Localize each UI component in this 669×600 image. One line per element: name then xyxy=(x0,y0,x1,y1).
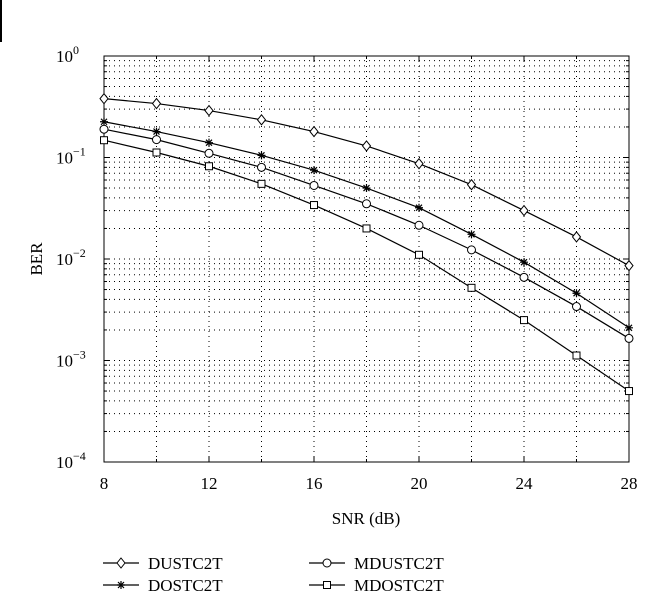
square-marker xyxy=(572,351,581,360)
diamond-marker xyxy=(151,97,162,110)
y-axis-label: BER xyxy=(27,242,46,276)
star-marker xyxy=(572,289,581,298)
series-line-dustc2t xyxy=(103,98,630,267)
circle-marker xyxy=(519,272,529,282)
circle-marker xyxy=(624,333,634,343)
diamond-marker xyxy=(414,157,424,170)
circle-marker xyxy=(204,148,214,158)
circle-marker xyxy=(257,162,266,172)
series-mdostc2t xyxy=(100,136,633,396)
square-marker xyxy=(323,581,331,589)
y-tick-base: 10 xyxy=(56,47,73,66)
x-tick-label: 8 xyxy=(100,474,109,493)
square-marker xyxy=(152,148,161,157)
x-tick-label: 28 xyxy=(621,474,638,493)
square-marker xyxy=(205,162,213,171)
y-tick-base: 10 xyxy=(56,453,73,472)
legend-item-mdostc2t: MDOSTC2T xyxy=(309,576,444,595)
legend-item-dostc2t: DOSTC2T xyxy=(103,576,223,595)
circle-marker xyxy=(414,220,424,230)
square-marker xyxy=(100,136,108,145)
y-tick-exponent: −1 xyxy=(73,145,86,159)
diamond-marker xyxy=(466,178,477,191)
y-tick-base: 10 xyxy=(56,250,73,269)
legend-label: DUSTC2T xyxy=(148,554,223,573)
y-tick-exponent: −3 xyxy=(73,348,86,362)
legend-label: MDUSTC2T xyxy=(354,554,444,573)
y-tick-exponent: 0 xyxy=(73,43,79,57)
legend: DUSTC2T DOSTC2T MDUSTC2T MDOSTC2T xyxy=(103,554,444,595)
legend-item-mdustc2t: MDUSTC2T xyxy=(309,554,444,573)
diamond-marker xyxy=(204,104,214,117)
circle-marker xyxy=(467,245,476,255)
square-marker xyxy=(362,224,371,233)
y-tick-exponent: −2 xyxy=(73,246,86,260)
circle-marker xyxy=(572,302,581,312)
x-axis-label: SNR (dB) xyxy=(332,509,400,528)
circle-marker xyxy=(309,180,319,190)
star-marker xyxy=(257,151,266,160)
diamond-marker xyxy=(519,204,529,217)
star-marker xyxy=(100,117,108,126)
series-mdustc2t xyxy=(99,124,634,343)
legend-label: MDOSTC2T xyxy=(354,576,444,595)
y-tick-exponent: −4 xyxy=(73,449,86,463)
circle-marker xyxy=(322,558,332,568)
series-line-mdustc2t xyxy=(103,128,630,339)
circle-marker xyxy=(99,124,109,134)
series-line-mdostc2t xyxy=(103,139,630,392)
y-tick-label: 10−4 xyxy=(56,449,86,472)
star-marker xyxy=(310,166,318,175)
diamond-marker xyxy=(309,125,319,138)
x-tick-label: 16 xyxy=(306,474,323,493)
y-tick-label: 10−3 xyxy=(56,348,86,371)
x-tick-label: 20 xyxy=(411,474,428,493)
y-tick-label: 10−2 xyxy=(56,246,86,269)
x-tick-label: 12 xyxy=(201,474,218,493)
diamond-marker xyxy=(116,557,126,569)
legend-item-dustc2t: DUSTC2T xyxy=(103,554,223,573)
square-marker xyxy=(415,250,423,259)
series-dostc2t xyxy=(100,117,633,332)
circle-marker xyxy=(152,135,161,145)
edge-mark xyxy=(0,0,2,42)
star-marker xyxy=(467,230,476,239)
circle-marker xyxy=(362,199,371,209)
star-marker xyxy=(152,127,161,136)
series-layer xyxy=(99,92,634,396)
square-marker xyxy=(625,387,633,396)
x-tick-labels: 8 12 16 20 24 28 xyxy=(100,474,638,493)
series-dustc2t xyxy=(99,92,634,272)
diamond-marker xyxy=(571,231,582,243)
square-marker xyxy=(310,201,318,210)
star-marker xyxy=(362,184,371,193)
square-marker xyxy=(257,179,266,188)
legend-label: DOSTC2T xyxy=(148,576,223,595)
star-marker xyxy=(520,258,528,267)
x-tick-label: 24 xyxy=(516,474,534,493)
star-marker xyxy=(205,138,213,147)
y-tick-label: 100 xyxy=(56,43,79,66)
y-tick-base: 10 xyxy=(56,352,73,371)
grid-lines xyxy=(104,56,629,462)
star-marker xyxy=(625,323,633,332)
star-marker xyxy=(117,581,125,589)
square-marker xyxy=(467,283,476,292)
diamond-marker xyxy=(99,92,109,105)
star-marker xyxy=(415,203,423,212)
y-tick-label: 10−1 xyxy=(56,145,86,168)
diamond-marker xyxy=(256,114,267,126)
square-marker xyxy=(520,316,528,325)
diamond-marker xyxy=(624,259,634,272)
y-tick-base: 10 xyxy=(56,149,73,168)
diamond-marker xyxy=(361,140,372,152)
